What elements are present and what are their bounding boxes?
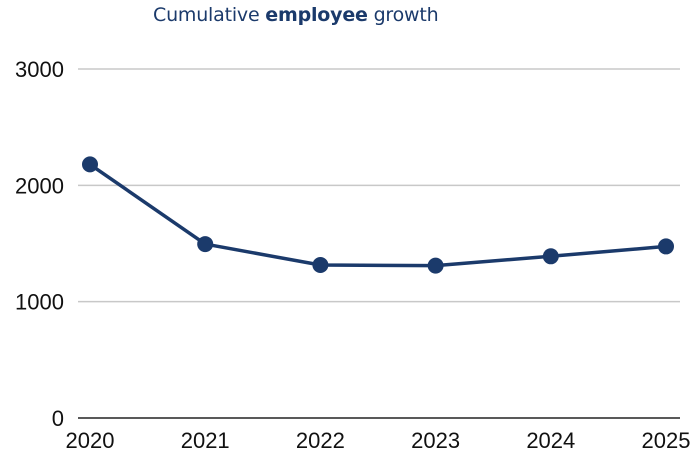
y-tick-label-2000: 2000 <box>15 173 64 198</box>
y-tick-label-1000: 1000 <box>15 290 64 315</box>
data-point-2025 <box>658 238 674 255</box>
y-tick-label-3000: 3000 <box>15 57 64 82</box>
data-point-2024 <box>542 248 559 265</box>
x-axis-tick-labels: 2020 2021 2022 2023 2024 2025 <box>66 428 691 453</box>
chart-title-suffix: growth <box>373 4 439 26</box>
x-tick-label-2020: 2020 <box>66 428 115 453</box>
x-tick-label-2021: 2021 <box>181 428 230 453</box>
series-layer <box>82 156 674 274</box>
chart-title: Cumulative employee growth <box>153 4 439 26</box>
data-point-2023 <box>427 257 444 274</box>
x-tick-label-2022: 2022 <box>296 428 345 453</box>
x-tick-label-2023: 2023 <box>411 428 460 453</box>
data-point-2020 <box>82 156 98 173</box>
chart-title-emphasis: employee <box>265 4 368 26</box>
chart-title-prefix: Cumulative <box>153 4 260 26</box>
data-point-2021 <box>197 236 214 253</box>
data-point-2022 <box>312 257 329 274</box>
y-tick-label-0: 0 <box>52 406 64 431</box>
grid-lines <box>78 68 680 303</box>
x-tick-label-2025: 2025 <box>642 428 691 453</box>
series-line-0 <box>89 162 667 268</box>
x-tick-label-2024: 2024 <box>526 428 575 453</box>
y-axis-tick-labels: 0 1000 2000 3000 <box>15 57 64 431</box>
